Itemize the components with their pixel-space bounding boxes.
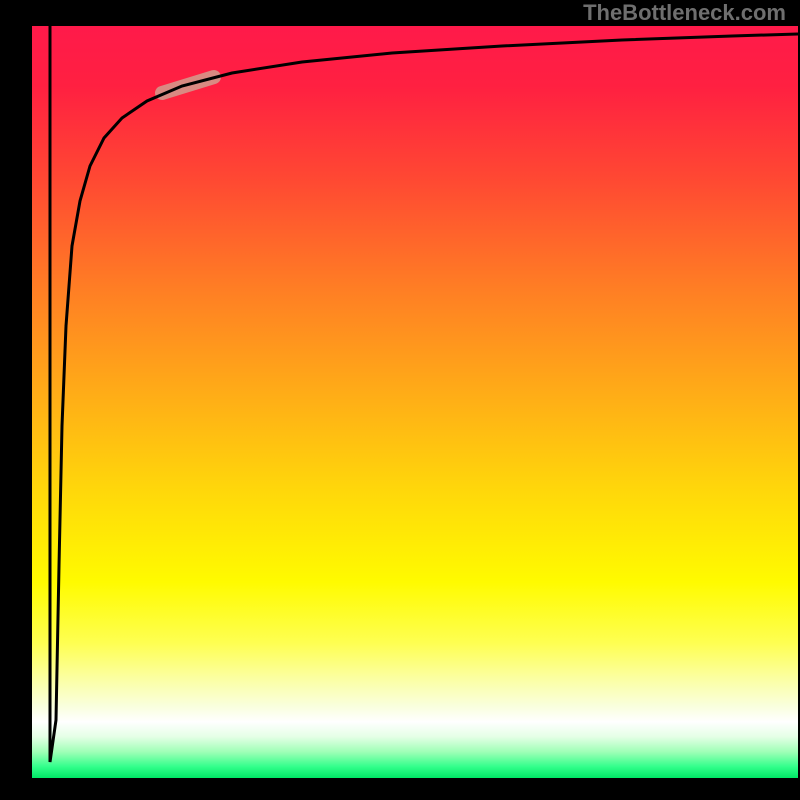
watermark-text: TheBottleneck.com (583, 0, 786, 26)
chart-container: TheBottleneck.com (0, 0, 800, 800)
plot-area (32, 26, 798, 778)
curve-layer (32, 26, 798, 778)
main-curve (50, 26, 798, 762)
